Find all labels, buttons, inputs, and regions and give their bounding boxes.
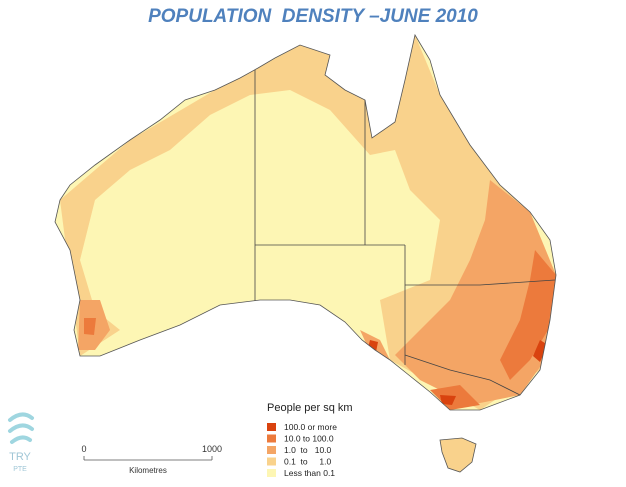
logo-wave	[8, 412, 34, 422]
density-area	[60, 35, 556, 410]
logo-name: TRY	[9, 451, 31, 463]
legend-swatch	[267, 434, 276, 443]
border	[405, 279, 556, 286]
density-layer	[55, 35, 556, 410]
logo	[8, 412, 34, 444]
legend-label: 10.0 to 100.0	[284, 434, 334, 444]
scale-unit: Kilometres	[129, 466, 167, 475]
density-area	[440, 395, 456, 405]
density-area	[500, 250, 556, 380]
logo-wave	[10, 435, 32, 444]
border	[404, 354, 521, 396]
density-area	[84, 318, 96, 335]
legend-label: 1.0 to 10.0	[284, 445, 332, 455]
legend-swatch	[267, 457, 276, 466]
scale-bar	[83, 456, 213, 461]
legend-label: Less than 0.1	[284, 468, 335, 478]
legend-title: People per sq km	[267, 402, 353, 414]
legend: People per sq km 100.0 or more 10.0 to 10…	[267, 402, 353, 478]
scale-end: 1000	[202, 444, 222, 454]
tasmania	[439, 437, 477, 473]
logo-wave	[8, 423, 34, 433]
legend-swatch	[267, 469, 276, 477]
legend-label: 0.1 to 1.0	[284, 457, 332, 467]
legend-swatch	[267, 423, 276, 431]
density-area	[533, 340, 548, 362]
state-borders	[254, 70, 556, 396]
logo-sub: PTE	[13, 466, 27, 473]
title: POPULATION DENSITY –JUNE 2010	[148, 6, 478, 27]
legend-label: 100.0 or more	[284, 422, 337, 432]
legend-swatch	[267, 446, 276, 454]
scale-start: 0	[81, 444, 86, 454]
